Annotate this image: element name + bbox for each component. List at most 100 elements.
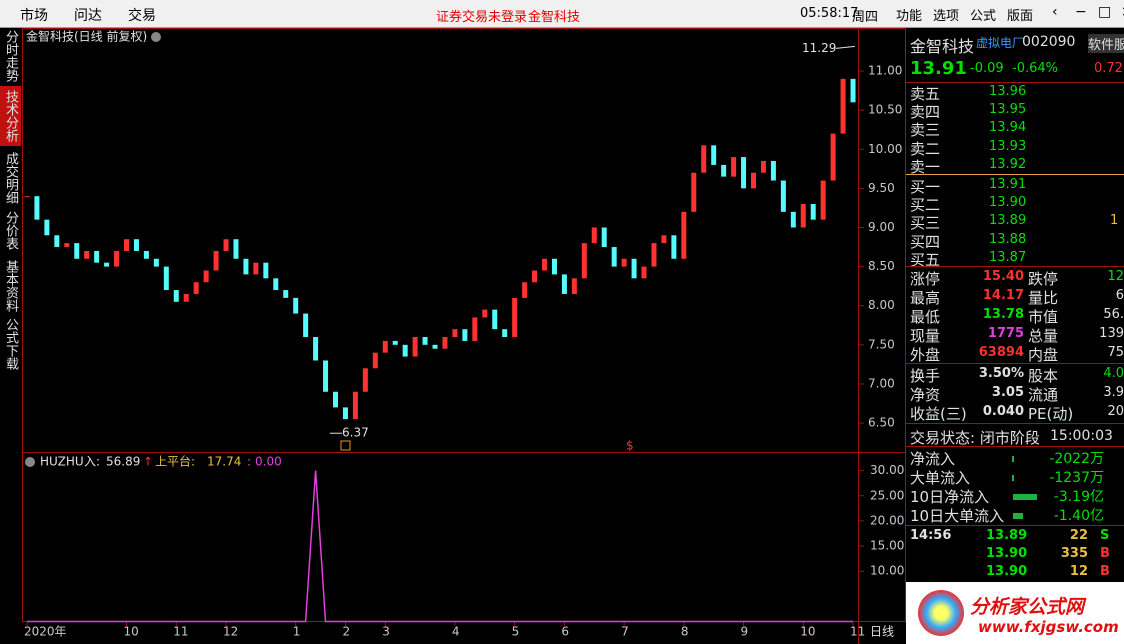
quote-side: 软件服 (1088, 34, 1124, 53)
book-vol: 1 (1110, 213, 1119, 229)
indicator-menu (25, 457, 35, 467)
candle (691, 172, 697, 212)
stock-name: 金智科技 (528, 10, 581, 25)
window-button[interactable]: × (1121, 4, 1124, 20)
stat-value: 14.17 (982, 288, 1024, 303)
book-label: 买三 (910, 214, 941, 233)
status-time: 15:00:03 (1050, 428, 1113, 444)
flow-value: -3.19亿 (1053, 489, 1104, 505)
window-button[interactable]: − (1075, 4, 1087, 20)
window-button[interactable]: ‹ (1052, 4, 1058, 20)
candle (432, 344, 438, 349)
side-tab[interactable]: 成交明细 (0, 150, 21, 205)
candle (293, 297, 299, 314)
tick-side: S (1100, 528, 1110, 543)
stat-value: 3.50% (978, 366, 1024, 381)
candle (581, 243, 587, 279)
quote-price: 13.91 (910, 58, 967, 79)
indicator-legend: ↑ (143, 455, 153, 469)
logo-url: www.fxjgsw.com (978, 618, 1119, 636)
book-label: 卖四 (910, 103, 941, 122)
candle (442, 337, 448, 349)
x-tick-label: 2020年 (24, 625, 67, 639)
candle (681, 211, 687, 259)
stat-label: 涨停 (910, 270, 941, 288)
x-tick-label: 8 (681, 625, 689, 639)
candle (810, 204, 816, 220)
menu[interactable]: 问达 (74, 8, 102, 24)
candle (770, 160, 776, 181)
side-tab[interactable]: 技术分析 (0, 86, 21, 146)
flow-bar (1013, 494, 1037, 500)
tool-menu[interactable]: 公式 (970, 9, 997, 24)
y-tick-label: 9.00 (868, 220, 895, 234)
candle (482, 309, 488, 318)
candle (760, 160, 766, 173)
indicator-line (27, 470, 853, 623)
x-tick-label: 10 (800, 625, 815, 639)
candle (352, 391, 358, 420)
side-tab[interactable]: 公式下载 (0, 316, 21, 372)
candle (422, 337, 428, 345)
candle (64, 243, 70, 248)
indicator-legend: 17.74 (207, 455, 241, 469)
tick-price: 13.90 (986, 546, 1028, 561)
book-price: 13.92 (989, 156, 1027, 172)
tool-menu[interactable]: 版面 (1007, 9, 1034, 24)
candle (412, 337, 418, 357)
stat-value: 12 (1107, 269, 1124, 284)
candle (611, 247, 617, 267)
tick-side: B (1100, 546, 1110, 561)
weekday: 周四 (852, 10, 879, 25)
book-label: 卖五 (910, 85, 941, 103)
stat-label: 总量 (1028, 327, 1059, 345)
notice: 证券交易未登录 (436, 10, 528, 25)
tool-menu[interactable]: 功能 (896, 9, 923, 24)
indicator-legend: 56.89 (106, 455, 140, 469)
candle (183, 293, 189, 302)
quote-name: 金智科技 (910, 37, 975, 56)
side-tab[interactable]: 分时走势 (0, 30, 21, 82)
side-tab[interactable]: 基本资料 (0, 258, 21, 314)
candle (631, 258, 637, 279)
book-price: 13.95 (989, 102, 1027, 118)
stat-label: 收益(三) (910, 405, 967, 423)
candle (502, 329, 508, 338)
y-tick-label: 10.00 (870, 564, 904, 578)
x-tick-label: 5 (512, 625, 520, 639)
window-button[interactable]: □ (1098, 4, 1112, 20)
candle (173, 290, 179, 302)
logo-text: 分析家公式网 (970, 596, 1085, 618)
menu[interactable]: 交易 (128, 8, 156, 24)
candle (253, 262, 259, 275)
sep (906, 446, 1124, 447)
candle (402, 344, 408, 357)
candle (84, 250, 90, 259)
candle (522, 282, 528, 298)
flow-bar (1012, 456, 1014, 462)
candle (263, 262, 269, 279)
candle (542, 258, 547, 271)
stat-value: 3.05 (991, 385, 1024, 400)
flow-bar (1013, 513, 1023, 519)
stat-value: 139 (1099, 326, 1124, 341)
tick-side: B (1100, 564, 1110, 579)
book-label: 买五 (910, 250, 941, 269)
stat-label: 流通 (1028, 386, 1059, 404)
candle (143, 250, 149, 259)
side-tab[interactable]: 分价表 (0, 208, 21, 252)
candle (800, 204, 806, 228)
candle (243, 258, 249, 275)
y-tick-label: 15.00 (870, 539, 904, 553)
menu[interactable]: 市场 (20, 8, 48, 24)
candle (671, 235, 677, 259)
tool-menu[interactable]: 选项 (933, 9, 960, 24)
book-price: 13.96 (989, 84, 1027, 99)
quote-tag: 虚拟电厂 (976, 36, 1025, 50)
candle (721, 164, 727, 177)
candle (94, 250, 100, 263)
flow-bar (1012, 475, 1014, 481)
stat-value: 75 (1107, 345, 1124, 360)
stat-value: 0.040 (982, 404, 1024, 419)
